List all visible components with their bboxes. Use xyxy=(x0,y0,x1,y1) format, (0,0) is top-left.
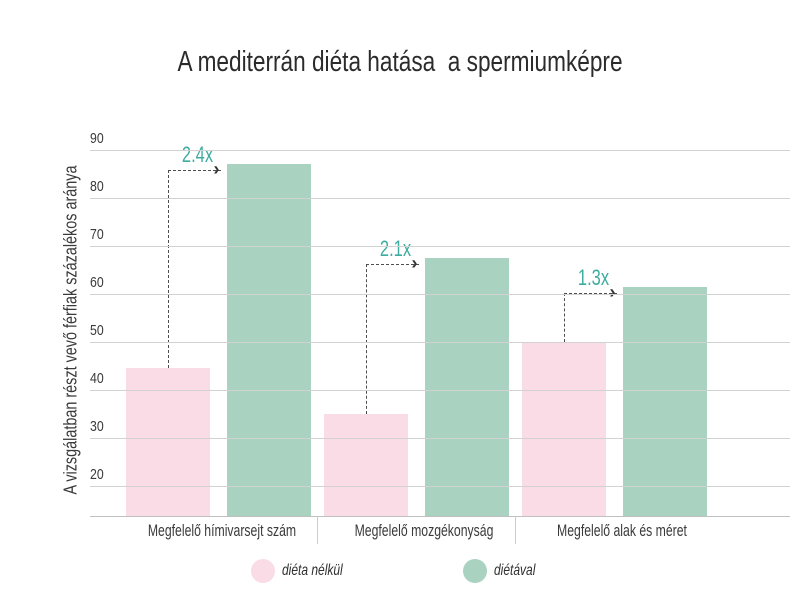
bar-with-diet xyxy=(622,286,707,516)
x-category-label: Megfelelő mozgékonyság xyxy=(354,521,494,540)
grid-line xyxy=(90,294,790,295)
bar-no-diet xyxy=(323,414,408,516)
plot-area: › 2.4x › 2.1x › 1.3x 20 30 40 50 60 70 80 90 xyxy=(90,130,790,517)
legend-item-with-diet: diétával xyxy=(462,559,549,583)
y-axis-title: A vizsgálatban részt vevő férfiak százal… xyxy=(60,165,81,495)
bar-group xyxy=(515,144,713,516)
y-tick-label: 50 xyxy=(90,322,104,339)
y-tick-label: 40 xyxy=(90,370,104,387)
legend-swatch-green xyxy=(462,559,487,583)
y-tick-label: 70 xyxy=(90,226,104,243)
grid-line xyxy=(90,390,790,391)
bar-with-diet xyxy=(424,258,509,516)
x-category-label: Megfelelő hímivarsejt szám xyxy=(147,521,297,540)
bar-group xyxy=(119,144,317,516)
x-category-label: Megfelelő alak és méret xyxy=(556,521,687,540)
y-tick-label: 80 xyxy=(90,178,104,195)
grid-line xyxy=(90,438,790,439)
grid-line xyxy=(90,198,790,199)
y-tick-label: 60 xyxy=(90,274,104,291)
bar-group xyxy=(317,144,515,516)
legend-item-no-diet: diéta nélkül xyxy=(250,559,363,583)
bar-no-diet xyxy=(125,368,210,516)
legend-label-with-diet: diétával xyxy=(493,562,536,579)
grid-line xyxy=(90,486,790,487)
category-divider xyxy=(515,516,516,544)
bars-layer xyxy=(119,144,713,516)
x-axis-labels: Megfelelő hímivarsejt szám Megfelelő mozg… xyxy=(119,516,713,546)
bar-with-diet xyxy=(226,164,311,516)
y-tick-label: 30 xyxy=(90,418,104,435)
category-divider xyxy=(317,516,318,544)
grid-line xyxy=(90,150,790,151)
legend-label-no-diet: diéta nélkül xyxy=(281,562,343,579)
bar-no-diet xyxy=(521,342,606,516)
grid-line xyxy=(90,246,790,247)
grid-line xyxy=(90,342,790,343)
y-tick-label: 20 xyxy=(90,466,104,483)
legend: diéta nélkül diétával xyxy=(0,559,800,583)
y-tick-label: 90 xyxy=(90,130,104,147)
legend-swatch-pink xyxy=(250,559,275,583)
chart-title: A mediterrán diéta hatása a spermiumképr… xyxy=(177,46,623,78)
